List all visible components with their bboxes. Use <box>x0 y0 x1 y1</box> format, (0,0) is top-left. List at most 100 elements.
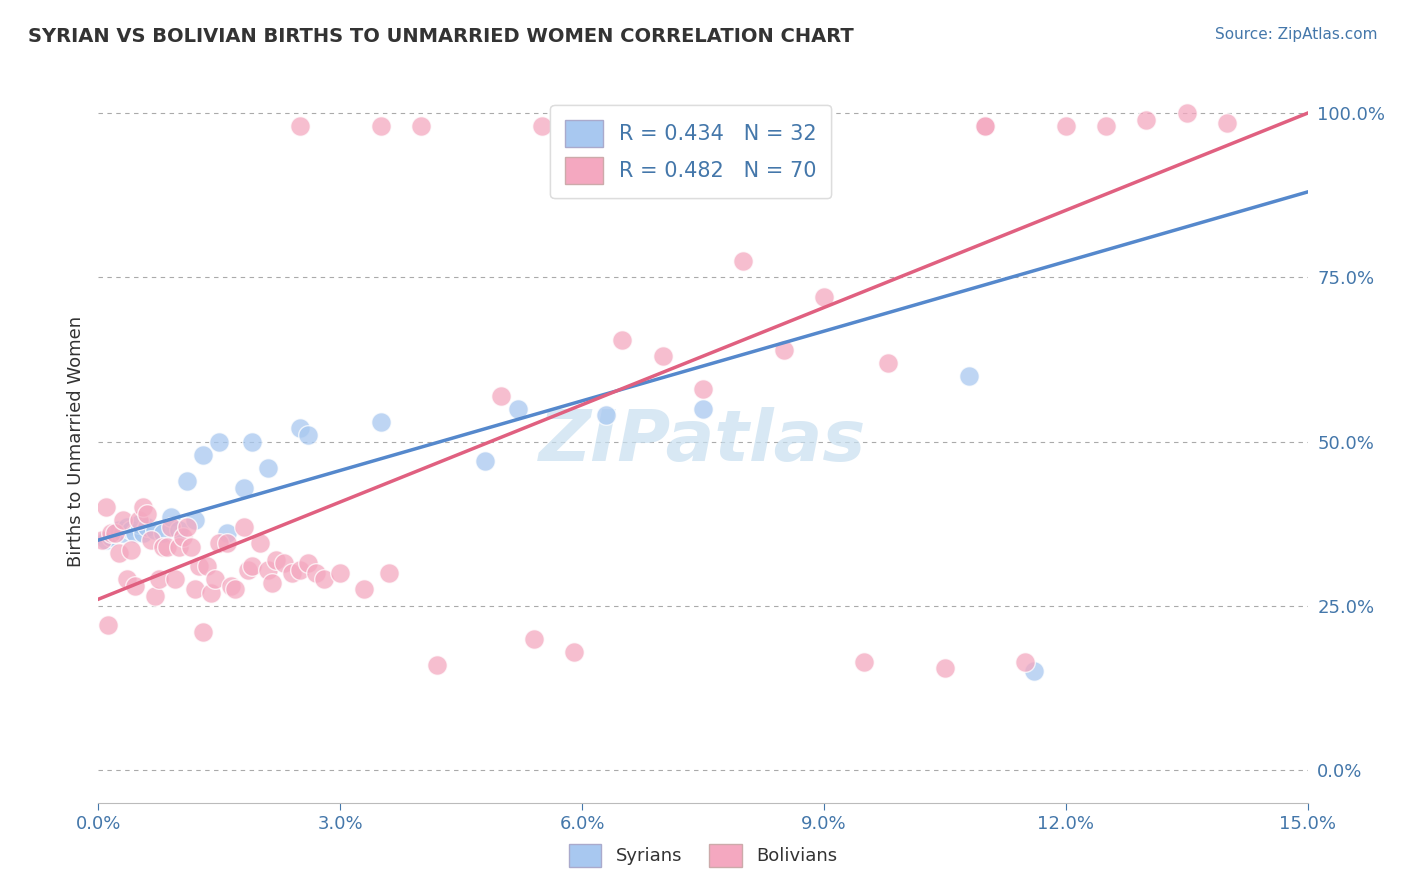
Point <box>288 421 311 435</box>
Point <box>232 520 254 534</box>
Point <box>224 582 246 597</box>
Point <box>200 585 222 599</box>
Point <box>240 559 263 574</box>
Point <box>193 448 215 462</box>
Point <box>370 120 392 134</box>
Point <box>167 523 190 537</box>
Point <box>530 120 553 134</box>
Point <box>152 526 174 541</box>
Point <box>120 523 142 537</box>
Point <box>152 540 174 554</box>
Point <box>128 516 150 531</box>
Point <box>1135 112 1157 127</box>
Point <box>111 526 134 541</box>
Point <box>160 520 183 534</box>
Point <box>176 520 198 534</box>
Point <box>115 520 138 534</box>
Point <box>1054 120 1077 134</box>
Point <box>167 540 190 554</box>
Point <box>288 563 311 577</box>
Point <box>217 536 239 550</box>
Point <box>474 454 496 468</box>
Point <box>156 540 179 554</box>
Point <box>772 343 794 357</box>
Point <box>188 559 211 574</box>
Point <box>523 632 546 646</box>
Point <box>111 513 134 527</box>
Point <box>612 333 634 347</box>
Point <box>143 589 166 603</box>
Point <box>1216 116 1239 130</box>
Point <box>240 434 263 449</box>
Point <box>297 428 319 442</box>
Point <box>135 507 157 521</box>
Point <box>506 401 529 416</box>
Point <box>143 523 166 537</box>
Point <box>370 415 392 429</box>
Point <box>221 579 243 593</box>
Point <box>208 536 231 550</box>
Point <box>160 510 183 524</box>
Text: SYRIAN VS BOLIVIAN BIRTHS TO UNMARRIED WOMEN CORRELATION CHART: SYRIAN VS BOLIVIAN BIRTHS TO UNMARRIED W… <box>28 27 853 45</box>
Point <box>100 530 122 544</box>
Point <box>877 356 900 370</box>
Point <box>249 536 271 550</box>
Point <box>135 520 157 534</box>
Point <box>288 120 311 134</box>
Point <box>562 645 585 659</box>
Point <box>329 566 352 580</box>
Point <box>353 582 375 597</box>
Point <box>96 500 118 515</box>
Point <box>232 481 254 495</box>
Point <box>103 526 125 541</box>
Point <box>612 120 634 134</box>
Point <box>692 382 714 396</box>
Point <box>107 523 129 537</box>
Point <box>139 533 162 547</box>
Point <box>91 533 114 547</box>
Point <box>305 566 328 580</box>
Point <box>124 579 146 593</box>
Point <box>957 368 980 383</box>
Point <box>853 655 876 669</box>
Point <box>813 290 835 304</box>
Point <box>176 474 198 488</box>
Point <box>115 573 138 587</box>
Point <box>172 530 194 544</box>
Point <box>377 566 399 580</box>
Point <box>974 120 997 134</box>
Point <box>193 625 215 640</box>
Point <box>314 573 336 587</box>
Point <box>124 526 146 541</box>
Point <box>934 661 956 675</box>
Point <box>208 434 231 449</box>
Point <box>132 526 155 541</box>
Point <box>180 540 202 554</box>
Point <box>184 513 207 527</box>
Point <box>148 573 170 587</box>
Y-axis label: Births to Unmarried Women: Births to Unmarried Women <box>66 316 84 567</box>
Point <box>264 553 287 567</box>
Point <box>426 657 449 672</box>
Point <box>97 618 120 632</box>
Point <box>733 253 755 268</box>
Point <box>217 526 239 541</box>
Point <box>297 556 319 570</box>
Point <box>1014 655 1036 669</box>
Point <box>256 563 278 577</box>
Point <box>1175 106 1198 120</box>
Point <box>651 349 673 363</box>
Point <box>132 500 155 515</box>
Legend: Syrians, Bolivians: Syrians, Bolivians <box>561 837 845 874</box>
Point <box>103 526 125 541</box>
Point <box>96 533 118 547</box>
Point <box>281 566 304 580</box>
Point <box>195 559 218 574</box>
Point <box>256 460 278 475</box>
Point <box>163 573 186 587</box>
Point <box>692 401 714 416</box>
Point <box>120 542 142 557</box>
Point <box>128 513 150 527</box>
Point <box>491 388 513 402</box>
Legend: R = 0.434   N = 32, R = 0.482   N = 70: R = 0.434 N = 32, R = 0.482 N = 70 <box>550 105 831 198</box>
